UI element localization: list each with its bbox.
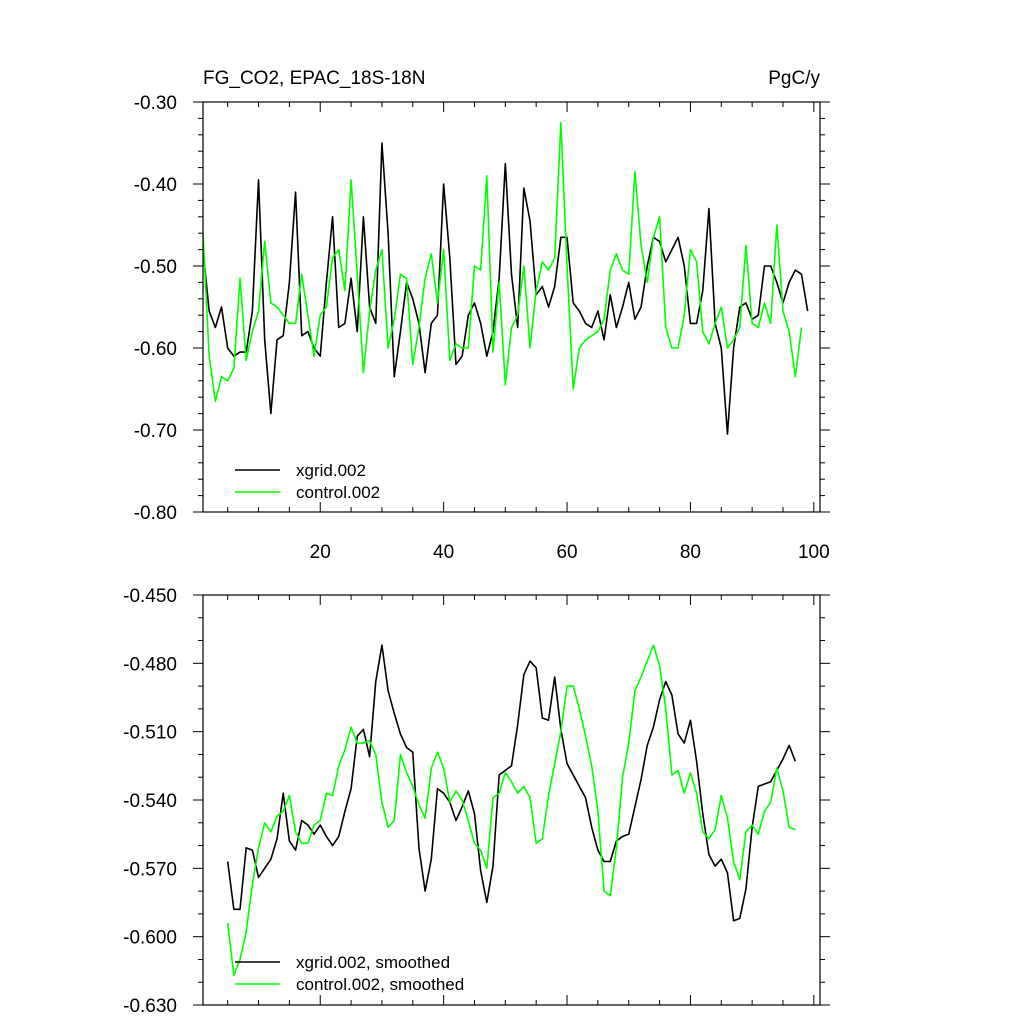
units-label: PgC/y bbox=[768, 68, 820, 89]
top-x-tick-label: 60 bbox=[556, 542, 577, 563]
bottom-legend-label: control.002, smoothed bbox=[296, 975, 464, 994]
bottom-y-tick-label: -0.480 bbox=[123, 654, 177, 675]
bottom-y-tick-label: -0.600 bbox=[123, 928, 177, 949]
bottom-series-line-control bbox=[226, 644, 796, 977]
top-plot-frame bbox=[202, 101, 821, 513]
bottom-series-line-xgrid bbox=[226, 644, 797, 922]
chart-title: FG_CO2, EPAC_18S-18N bbox=[203, 68, 425, 89]
bottom-panel: -0.450 -0.480 -0.510 -0.540 -0.570 -0.600 -0.6… bbox=[123, 586, 830, 1017]
top-y-tick-label: -0.60 bbox=[134, 339, 177, 360]
top-x-tick-label: 40 bbox=[433, 542, 454, 563]
top-x-tick-label: 80 bbox=[680, 542, 701, 563]
top-panel: 20 40 60 80 100 -0.30 -0.40 -0.50 -0.60 -0.70 -0.8… bbox=[134, 93, 830, 563]
bottom-legend-label: xgrid.002, smoothed bbox=[296, 953, 450, 972]
bottom-y-tick-label: -0.450 bbox=[123, 586, 177, 607]
bottom-y-tick-label: -0.540 bbox=[123, 791, 177, 812]
top-y-tick-label: -0.70 bbox=[134, 421, 177, 442]
bottom-y-tick-label: -0.570 bbox=[123, 859, 177, 880]
top-y-tick-label: -0.50 bbox=[134, 257, 177, 278]
top-y-tick-label: -0.80 bbox=[134, 503, 177, 524]
top-y-tick-label: -0.30 bbox=[134, 93, 177, 114]
top-y-tick-label: -0.40 bbox=[134, 175, 177, 196]
top-legend-label: xgrid.002 bbox=[296, 461, 366, 480]
bottom-y-tick-label: -0.630 bbox=[123, 996, 177, 1017]
top-series-line-control bbox=[203, 121, 803, 403]
bottom-y-tick-label: -0.510 bbox=[123, 723, 177, 744]
top-legend-label: control.002 bbox=[296, 483, 380, 502]
top-x-tick-label: 20 bbox=[310, 542, 331, 563]
top-x-tick-label: 100 bbox=[798, 542, 830, 563]
top-series-line-xgrid bbox=[203, 142, 809, 435]
bottom-plot-frame bbox=[202, 594, 821, 1006]
